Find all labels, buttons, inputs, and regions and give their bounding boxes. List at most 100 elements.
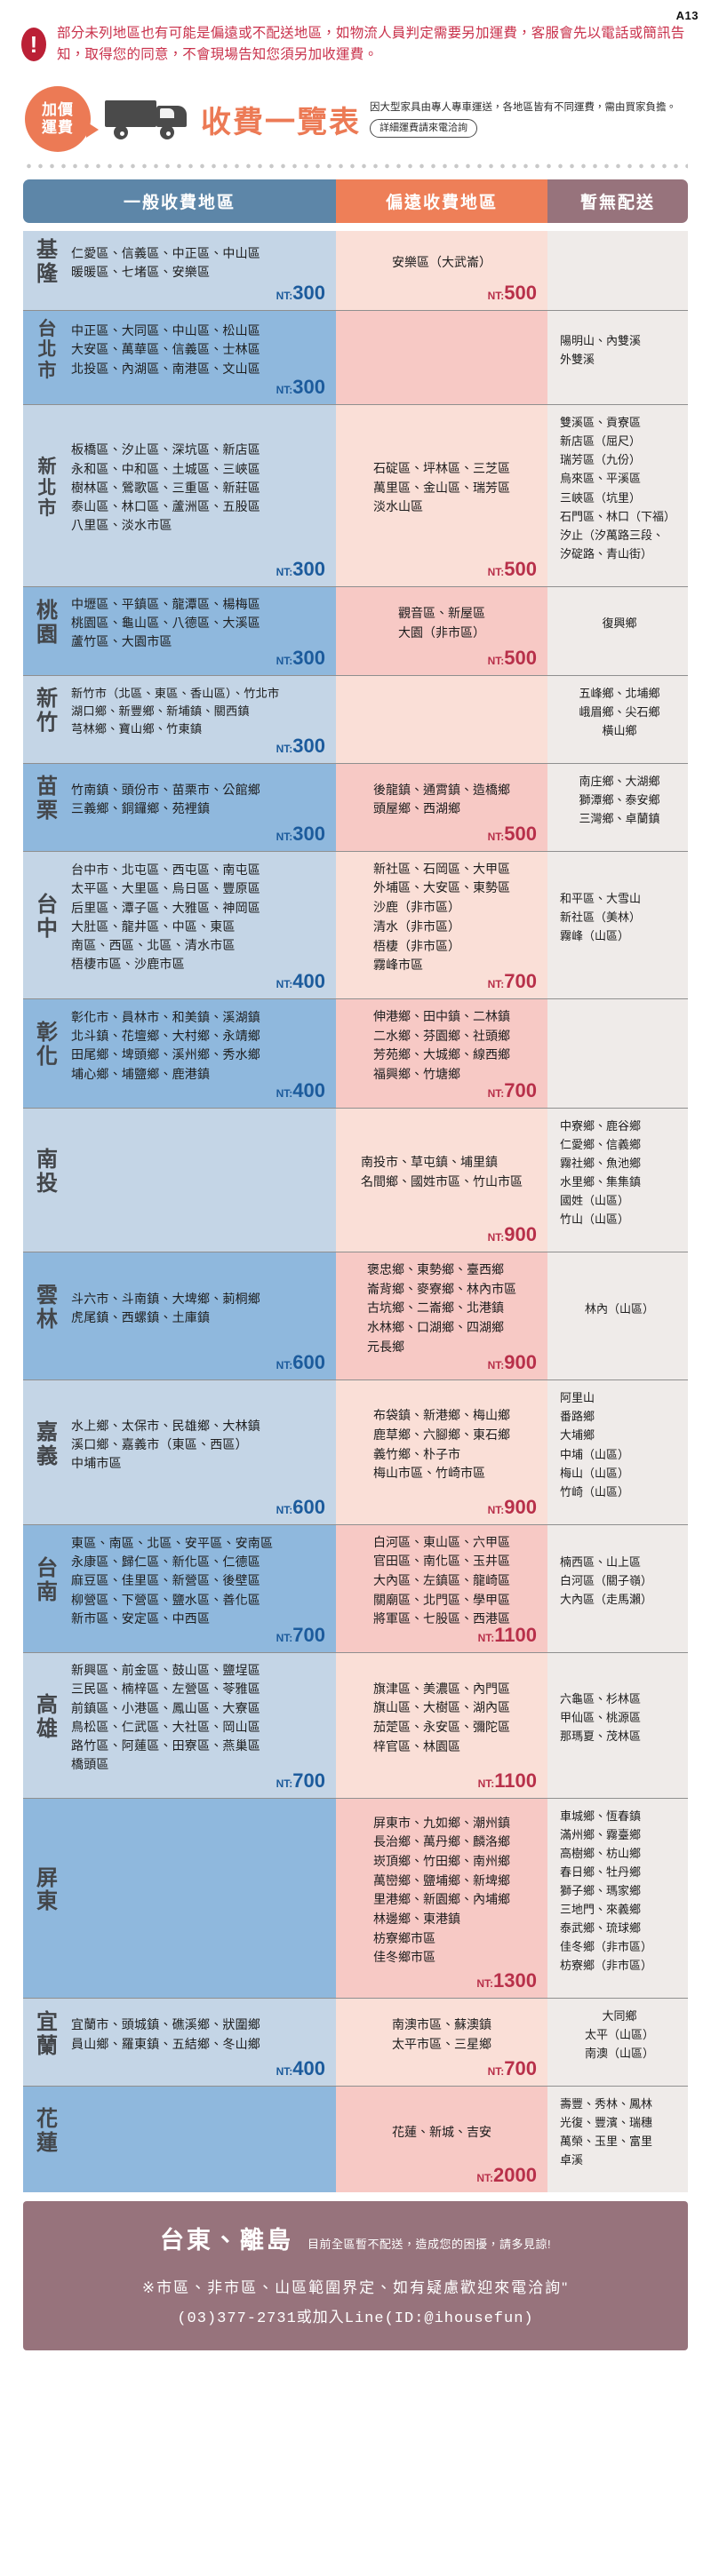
notice-text: 部分未列地區也有可能是偏遠或不配送地區，如物流人員判定需要另加運費，客服會先以電… <box>57 26 685 63</box>
dotted-divider <box>23 162 688 171</box>
remote-area-list: 後龍鎮、通霄鎮、造橋鄉 頭屋鄉、西湖鄉 <box>373 782 510 816</box>
remote-area-cell: 新社區、石岡區、大甲區 外埔區、大安區、東勢區 沙鹿（非市區） 清水（非市區） 梧棲（非… <box>336 851 547 998</box>
normal-area-list: 斗六市、斗南鎮、大埤鄉、莿桐鄉 虎尾鎮、西螺鎮、土庫鎮 <box>71 1291 260 1325</box>
no-delivery-cell <box>547 231 688 310</box>
normal-area-list: 東區、南區、北區、安平區、安南區 永康區、歸仁區、新化區、仁德區 麻豆區、佳里區、新… <box>71 1535 274 1626</box>
city-label: 屏東 <box>36 1865 58 1914</box>
remote-area-list: 褒忠鄉、東勢鄉、臺西鄉 崙背鄉、麥寮鄉、林內市區 古坑鄉、二崙鄉、北港鎮 水林鄉、口湖… <box>367 1261 516 1354</box>
table-row: 南投 南投市、草屯鎮、埔里鎮 名間鄉、國姓市區、竹山市區 NT:900 中寮鄉、鹿谷鄉仁… <box>23 1108 688 1252</box>
remote-area-cell: 安樂區（大武崙） NT:500 <box>336 231 547 310</box>
no-delivery-cell: 雙溪區、貢寮區 新店區（屈尺） 瑞芳區（九份） 烏來區、平溪區 三峽區（坑里） 石門區、林… <box>547 405 688 586</box>
normal-area-cell: 桃園中壢區、平鎮區、龍潭區、楊梅區 桃園區、龜山區、八德區、大溪區 蘆竹區、大園市區… <box>23 586 336 675</box>
no-delivery-list: 六龜區、杉林區 甲仙區、桃源區 那瑪夏、茂林區 <box>560 1692 642 1744</box>
table-row: 台北市中正區、大同區、中山區、松山區 大安區、萬華區、信義區、士林區 北投區、內湖區… <box>23 310 688 406</box>
no-delivery-cell: 南庄鄉、大湖鄉 獅潭鄉、泰安鄉 三灣鄉、卓蘭鎮 <box>547 763 688 851</box>
footer-subtitle: 目前全區暫不配送，造成您的困擾，請多見諒! <box>307 2238 552 2252</box>
remote-price: NT:500 <box>487 822 537 845</box>
normal-price: NT:700 <box>276 1769 325 1792</box>
no-delivery-cell: 阿里山 番路鄉 大埔鄉 中埔（山區） 梅山（山區） 竹崎（山區） <box>547 1380 688 1524</box>
no-delivery-cell: 大同鄉 太平（山區） 南澳（山區） <box>547 1999 688 2087</box>
normal-area-cell: 台中台中市、北屯區、西屯區、南屯區 太平區、大里區、烏日區、豐原區 后里區、潭子區、… <box>23 851 336 998</box>
table-row: 台南東區、南區、北區、安平區、安南區 永康區、歸仁區、新化區、仁德區 麻豆區、佳里區… <box>23 1524 688 1654</box>
normal-area-list <box>66 1117 327 1228</box>
masthead-note-block: 因大型家具由專人專車運送，各地區皆有不同運費，需由買家負擔。 詳細運費請來電洽詢 <box>370 100 691 138</box>
normal-area-list <box>66 1807 327 1975</box>
table-row: 台中台中市、北屯區、西屯區、南屯區 太平區、大里區、烏日區、豐原區 后里區、潭子區、… <box>23 851 688 999</box>
remote-area-cell <box>336 310 547 405</box>
no-delivery-cell <box>547 998 688 1108</box>
remote-price: NT:500 <box>487 646 537 669</box>
masthead-note: 因大型家具由專人專車運送，各地區皆有不同運費，需由買家負擔。 <box>370 102 676 114</box>
fee-table: 一般收費地區 偏遠收費地區 暫無配送 基隆仁愛區、信義區、中正區、中山區 暖暖區、… <box>23 179 688 2193</box>
normal-area-cell: 台北市中正區、大同區、中山區、松山區 大安區、萬華區、信義區、士林區 北投區、內湖區… <box>23 310 336 405</box>
normal-area-list: 台中市、北屯區、西屯區、南屯區 太平區、大里區、烏日區、豐原區 后里區、潭子區、大雅… <box>71 863 260 972</box>
remote-area-cell: 布袋鎮、新港鄉、梅山鄉 鹿草鄉、六腳鄉、東石鄉 義竹鄉、朴子市 梅山市區、竹崎市區 NT… <box>336 1380 547 1524</box>
city-label: 桃園 <box>36 598 58 647</box>
remote-price: NT:1100 <box>477 1769 537 1792</box>
city-label: 新北市 <box>37 457 57 520</box>
normal-area-cell: 苗栗竹南鎮、頭份市、苗栗市、公館鄉 三義鄉、銅鑼鄉、苑裡鎮 NT:300 <box>23 763 336 851</box>
no-delivery-cell: 和平區、大雪山 新社區（美林） 霧峰（山區） <box>547 851 688 998</box>
page-title: 收費一覽表 <box>201 105 361 139</box>
contact-pill[interactable]: 詳細運費請來電洽詢 <box>370 119 477 138</box>
table-row: 屏東 屏東市、九如鄉、潮州鎮 長治鄉、萬丹鄉、麟洛鄉 崁頂鄉、竹田鄉、南州鄉 萬巒鄉、鹽… <box>23 1798 688 2000</box>
normal-area-list: 板橋區、汐止區、深坑區、新店區 永和區、中和區、土城區、三峽區 樹林區、鶯歌區、三重… <box>71 442 260 533</box>
remote-price: NT:500 <box>487 281 537 304</box>
no-delivery-cell: 壽豐、秀林、鳳林 光復、豐濱、瑞穗 萬榮、玉里、富里 卓溪 <box>547 2087 688 2193</box>
table-header: 一般收費地區 偏遠收費地區 暫無配送 <box>23 179 688 224</box>
remote-price: NT:700 <box>487 2057 537 2080</box>
remote-area-cell: 南澳市區、蘇澳鎮 太平市區、三星鄉 NT:700 <box>336 1999 547 2087</box>
footer-contact[interactable]: (03)377-2731或加入Line(ID:@ihousefun) <box>177 2310 534 2328</box>
normal-price: NT:400 <box>276 2057 325 2080</box>
table-row: 基隆仁愛區、信義區、中正區、中山區 暖暖區、七堵區、安樂區 NT:300 安樂區（大武… <box>23 231 688 311</box>
city-label: 花蓮 <box>36 2107 58 2156</box>
normal-price: NT:300 <box>276 822 325 845</box>
remote-price: NT:900 <box>487 1351 537 1374</box>
no-delivery-list: 車城鄉、恆春鎮 滿州鄉、霧臺鄉 高樹鄉、枋山鄉 春日鄉、牡丹鄉 獅子鄉、瑪家鄉 三地門、來… <box>560 1809 653 1973</box>
no-delivery-list: 和平區、大雪山 新社區（美林） 霧峰（山區） <box>560 892 642 943</box>
normal-area-cell: 新竹新竹市（北區、東區、香山區）、竹北市 湖口鄉、新豐鄉、新埔鎮、關西鎮 芎林鄉、寶… <box>23 675 336 763</box>
table-body: 基隆仁愛區、信義區、中正區、中山區 暖暖區、七堵區、安樂區 NT:300 安樂區（大武… <box>23 231 688 2193</box>
city-label: 彰化 <box>36 1021 58 1069</box>
bubble-line-2: 運費 <box>42 119 74 137</box>
normal-area-cell: 南投 <box>23 1108 336 1252</box>
no-delivery-cell: 陽明山、內雙溪 外雙溪 <box>547 310 688 405</box>
normal-area-list: 竹南鎮、頭份市、苗栗市、公館鄉 三義鄉、銅鑼鄉、苑裡鎮 <box>71 782 260 816</box>
surcharge-bubble: 加價 運費 <box>25 86 99 153</box>
remote-area-cell <box>336 675 547 763</box>
normal-price: NT:300 <box>276 734 325 757</box>
no-delivery-list: 大同鄉 太平（山區） 南澳（山區） <box>584 2009 654 2061</box>
normal-area-cell: 雲林斗六市、斗南鎮、大埤鄉、莿桐鄉 虎尾鎮、西螺鎮、土庫鎮 NT:600 <box>23 1252 336 1380</box>
footer-title: 台東、離島 <box>159 2227 293 2254</box>
remote-area-cell: 南投市、草屯鎮、埔里鎮 名間鄉、國姓市區、竹山市區 NT:900 <box>336 1108 547 1252</box>
city-label: 新竹 <box>36 687 58 735</box>
table-row: 新竹新竹市（北區、東區、香山區）、竹北市 湖口鄉、新豐鄉、新埔鎮、關西鎮 芎林鄉、寶… <box>23 675 688 764</box>
column-header-none: 暫無配送 <box>547 179 688 224</box>
remote-price: NT:1300 <box>476 1969 537 1992</box>
no-delivery-list: 五峰鄉、北埔鄉 峨眉鄉、尖石鄉 橫山鄉 <box>579 686 660 737</box>
remote-area-cell: 觀音區、新屋區 大園（非市區） NT:500 <box>336 586 547 675</box>
normal-area-cell: 屏東 <box>23 1798 336 1999</box>
no-delivery-cell: 楠西區、山上區 白河區（關子嶺） 大內區（走馬瀨） <box>547 1524 688 1653</box>
remote-price: NT:900 <box>487 1222 537 1245</box>
column-header-normal: 一般收費地區 <box>23 179 336 224</box>
remote-area-cell: 褒忠鄉、東勢鄉、臺西鄉 崙背鄉、麥寮鄉、林內市區 古坑鄉、二崙鄉、北港鎮 水林鄉、口湖… <box>336 1252 547 1380</box>
no-delivery-list: 陽明山、內雙溪 外雙溪 <box>560 334 642 367</box>
masthead: 加價 運費 收費一覽表 因大型家具由專人專車運送，各地區皆有不同運費，需由買家負… <box>0 78 711 155</box>
normal-price: NT:300 <box>276 557 325 580</box>
table-row: 新北市板橋區、汐止區、深坑區、新店區 永和區、中和區、土城區、三峽區 樹林區、鶯歌區… <box>23 405 688 587</box>
city-label: 高雄 <box>36 1693 58 1741</box>
truck-icon <box>105 99 190 140</box>
normal-area-cell: 新北市板橋區、汐止區、深坑區、新店區 永和區、中和區、土城區、三峽區 樹林區、鶯歌區… <box>23 405 336 586</box>
normal-area-list: 新興區、前金區、鼓山區、鹽埕區 三民區、楠梓區、左營區、苓雅區 前鎮區、小港區、鳳山… <box>71 1663 260 1772</box>
remote-area-list: 新社區、石岡區、大甲區 外埔區、大安區、東勢區 沙鹿（非市區） 清水（非市區） 梧棲（非… <box>373 861 510 973</box>
table-row: 苗栗竹南鎮、頭份市、苗栗市、公館鄉 三義鄉、銅鑼鄉、苑裡鎮 NT:300 後龍鎮、通霄… <box>23 763 688 852</box>
remote-area-cell: 石碇區、坪林區、三芝區 萬里區、金山區、瑞芳區 淡水山區 NT:500 <box>336 405 547 586</box>
no-delivery-list: 復興鄉 <box>602 616 637 631</box>
normal-area-list: 宜蘭市、頭城鎮、礁溪鄉、狀圍鄉 員山鄉、羅東鎮、五結鄉、冬山鄉 <box>71 2017 260 2051</box>
no-delivery-list: 阿里山 番路鄉 大埔鄉 中埔（山區） 梅山（山區） 竹崎（山區） <box>560 1391 630 1499</box>
remote-price: NT:1100 <box>477 1624 537 1647</box>
no-delivery-list <box>560 239 679 287</box>
no-delivery-list: 南庄鄉、大湖鄉 獅潭鄉、泰安鄉 三灣鄉、卓蘭鎮 <box>579 774 660 825</box>
no-delivery-cell: 復興鄉 <box>547 586 688 675</box>
